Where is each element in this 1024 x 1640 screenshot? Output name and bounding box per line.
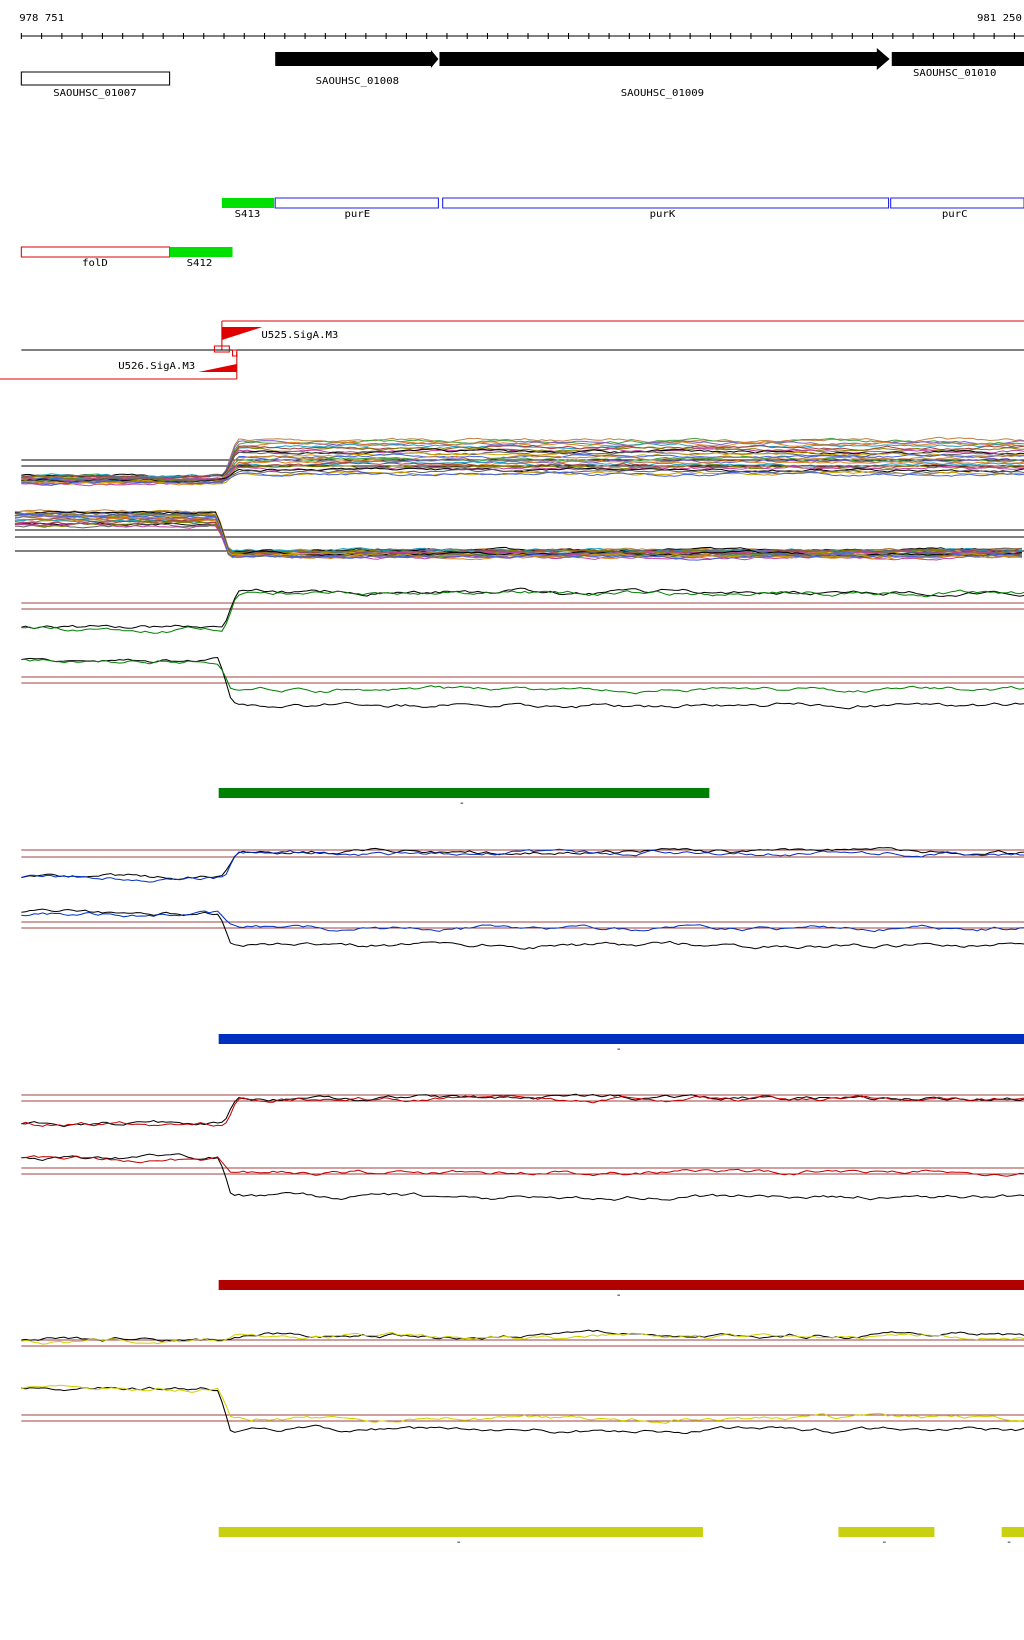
tracks: 978 751 981 250 SAOUHSC_01007 SAOUHSC_01… [0,12,1024,1548]
feature [442,197,890,209]
feature [169,247,233,257]
feature-label: S413 [235,208,261,220]
segment-bar [218,788,710,798]
segment-strand: - [615,1043,621,1055]
feature-label: purE [345,208,371,220]
end-coordinate: 981 250 [977,12,1022,24]
segment-strand: - [459,797,465,809]
promoter-box [232,349,238,357]
signal-trace [21,1153,1024,1201]
signal-trace [21,461,1024,479]
segment-bar [218,1034,1024,1044]
feature [274,197,439,209]
signal-trace [21,465,1024,483]
segment-strand: - [615,1289,621,1301]
signal-trace [14,521,1022,555]
gene-arrow [275,50,439,68]
signal-trace [14,512,1022,561]
gene [20,71,171,86]
feature-label: S412 [187,257,213,269]
signal-trace [21,1155,1024,1177]
signal-trace [21,471,1024,486]
signal-trace [21,1386,1024,1435]
gene-label: SAOUHSC_01009 [621,87,704,99]
feature-label: folD [82,257,108,269]
start-coordinate: 978 751 [19,12,64,24]
signal-trace [21,1094,1024,1127]
gene-label: SAOUHSC_01007 [53,87,136,99]
signal-trace [21,847,1024,881]
promoter-label: U525.SigA.M3 [261,329,338,341]
gene-arrow [439,48,890,70]
signal-trace [21,1384,1024,1424]
gene-arrow [891,52,1024,66]
feature-label: purK [650,208,676,220]
signal-trace [21,589,1024,634]
promoter-flag [198,364,237,372]
segment-strand: - [1006,1536,1012,1548]
feature-label: purC [942,208,968,220]
segment-strand: - [455,1536,461,1548]
signal-trace [21,910,1024,933]
segment-bar [1001,1527,1024,1537]
signal-trace [21,1093,1024,1128]
signal-trace [21,656,1024,710]
promoter-box [213,345,230,353]
signal-trace [21,658,1024,695]
gene-label: SAOUHSC_01010 [913,67,996,79]
signal-trace [14,522,1022,557]
signal-trace [21,848,1024,883]
promoter-label: U526.SigA.M3 [118,360,195,372]
signal-trace [21,1332,1024,1345]
feature [221,198,275,208]
feature [20,246,171,258]
segment-bar [838,1527,935,1537]
segment-strand: - [881,1536,887,1548]
signal-trace [21,460,1024,479]
promoter-flag [221,327,263,340]
signal-trace [21,468,1024,483]
segment-bar [218,1280,1024,1290]
segment-bar [218,1527,703,1537]
gene-label: SAOUHSC_01008 [316,75,399,87]
feature [890,197,1024,209]
